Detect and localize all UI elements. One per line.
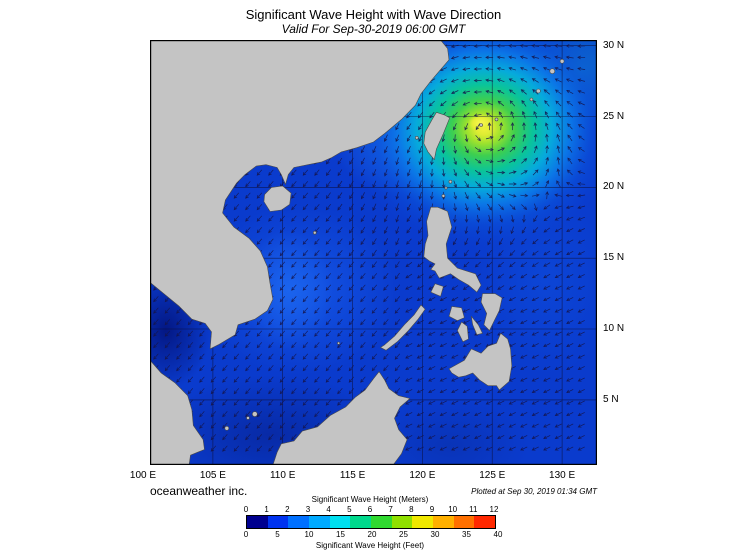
legend-meters-tick: 9 xyxy=(429,505,435,514)
land-malay-peninsula xyxy=(150,359,205,465)
legend-color-segment xyxy=(453,516,475,528)
lon-label: 125 E xyxy=(479,470,506,481)
lon-label: 100 E xyxy=(129,470,157,481)
lat-label: 20 N xyxy=(603,181,625,193)
island-sakishima xyxy=(479,123,483,127)
land-mindoro xyxy=(430,283,444,297)
island-ryukyu xyxy=(559,58,565,64)
land-panay xyxy=(448,306,465,321)
legend-meters-tick: 1 xyxy=(264,505,269,514)
legend-color-segment xyxy=(412,516,434,528)
island-natuna xyxy=(246,416,250,420)
legend-color-segment xyxy=(309,516,330,528)
island-ryukyu xyxy=(536,88,541,94)
legend-meters-tick: 0 xyxy=(243,505,249,514)
island-natuna xyxy=(252,411,258,417)
island-anambas xyxy=(224,425,230,431)
credit-text: oceanweather inc. xyxy=(150,484,248,498)
island-ryukyu xyxy=(529,97,534,102)
land-samar-leyte xyxy=(480,293,503,331)
legend-color-segment xyxy=(267,516,289,528)
legend-feet-tick: 25 xyxy=(399,530,408,539)
lat-label: 30 N xyxy=(603,39,625,51)
island-spratly xyxy=(337,341,341,345)
island-babuyan xyxy=(444,186,448,190)
legend-meters-title: Significant Wave Height (Meters) xyxy=(311,495,429,504)
plotted-timestamp: Plotted at Sep 30, 2019 01:34 GMT xyxy=(471,487,597,496)
lon-label: 120 E xyxy=(409,470,436,481)
legend-feet-tick: 15 xyxy=(336,530,345,539)
land-luzon xyxy=(423,206,482,293)
legend-meters-tick: 3 xyxy=(305,505,311,514)
legend-feet-title: Significant Wave Height (Feet) xyxy=(315,541,425,550)
legend-feet-tick: 10 xyxy=(304,530,314,539)
island-sakishima xyxy=(494,117,499,122)
legend-color-segment xyxy=(288,516,310,528)
storm-peak-core xyxy=(468,114,494,132)
legend-meters-tick: 11 xyxy=(469,505,478,514)
land-hainan xyxy=(263,185,292,212)
island-ryukyu xyxy=(549,68,556,75)
island-paracel xyxy=(313,230,317,235)
legend-meters-tick: 2 xyxy=(285,505,290,514)
lon-label: 105 E xyxy=(199,470,226,481)
legend-meters-tick: 10 xyxy=(448,505,458,514)
legend-colorbar xyxy=(246,515,496,529)
legend-feet-tick: 0 xyxy=(243,530,249,539)
land-cebu xyxy=(471,316,483,335)
land-asia-mainland xyxy=(150,40,450,350)
land-borneo xyxy=(272,371,411,465)
map-frame xyxy=(150,40,597,465)
lat-label: 10 N xyxy=(603,323,625,334)
legend-color-segment xyxy=(371,516,392,528)
island-batanes xyxy=(448,179,453,184)
chart-title: Significant Wave Height with Wave Direct… xyxy=(245,7,502,22)
lat-label: 5 N xyxy=(603,393,619,405)
land-taiwan xyxy=(423,112,450,160)
island-babuyan xyxy=(441,194,446,198)
legend-feet-tick: 20 xyxy=(367,530,377,539)
legend-color-segment xyxy=(350,516,372,528)
lon-label: 130 E xyxy=(549,470,576,481)
lon-label: 115 E xyxy=(339,470,366,481)
legend-feet-tick: 40 xyxy=(493,530,503,539)
legend-meters-tick: 12 xyxy=(489,505,499,514)
lat-label: 15 N xyxy=(603,252,625,264)
legend-feet-tick: 35 xyxy=(462,530,471,539)
legend-meters-tick: 6 xyxy=(367,505,373,514)
chart-subtitle: Valid For Sep-30-2019 06:00 GMT xyxy=(281,22,466,36)
legend-color-segment xyxy=(329,516,351,528)
lat-label: 25 N xyxy=(603,110,625,122)
land-mindanao xyxy=(448,333,513,391)
land-palawan xyxy=(380,304,426,351)
legend-feet-tick: 30 xyxy=(430,530,440,539)
legend-color-segment xyxy=(433,516,454,528)
legend-meters-tick: 4 xyxy=(326,505,331,514)
land-negros xyxy=(457,321,469,343)
map-canvas xyxy=(150,40,597,465)
legend-color-segment xyxy=(247,516,268,528)
legend-meters-tick: 7 xyxy=(388,505,393,514)
island-penghu xyxy=(414,136,419,140)
legend-meters-tick: 5 xyxy=(347,505,352,514)
legend-feet-tick: 5 xyxy=(275,530,280,539)
legend-meters-tick: 8 xyxy=(409,505,414,514)
land-masses xyxy=(150,40,565,465)
lon-label: 110 E xyxy=(269,470,296,481)
legend-color-segment xyxy=(474,516,496,528)
legend-color-segment xyxy=(391,516,413,528)
